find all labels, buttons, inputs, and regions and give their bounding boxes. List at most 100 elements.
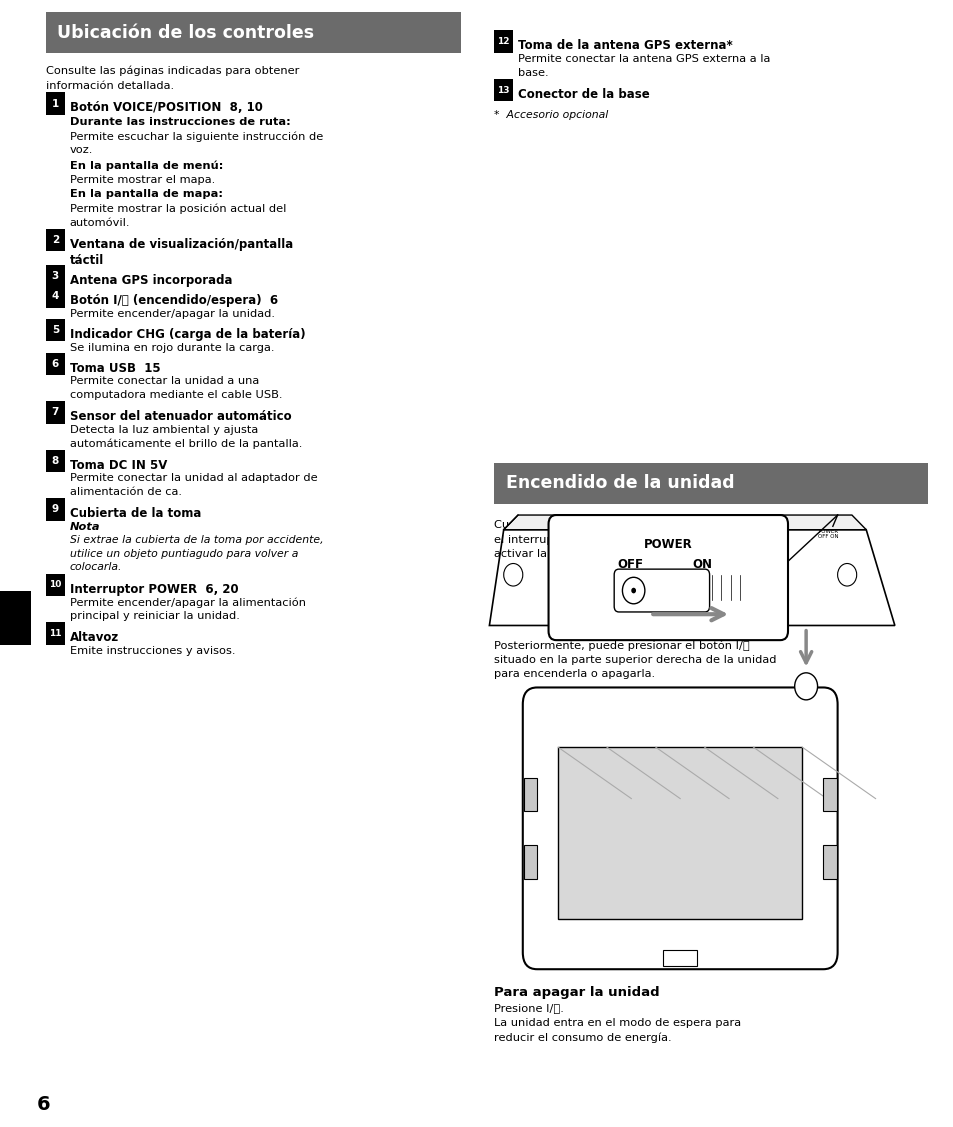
Text: Presione I/⏻.: Presione I/⏻. (494, 1003, 563, 1013)
Text: 13: 13 (497, 86, 510, 95)
Text: Sensor del atenuador automático: Sensor del atenuador automático (70, 410, 291, 424)
Text: principal y reiniciar la unidad.: principal y reiniciar la unidad. (70, 611, 239, 621)
Text: 11: 11 (49, 629, 62, 638)
Text: Si extrae la cubierta de la toma por accidente,: Si extrae la cubierta de la toma por acc… (70, 535, 323, 545)
FancyBboxPatch shape (641, 574, 681, 592)
Text: Conector de la base: Conector de la base (517, 88, 649, 101)
Text: Se ilumina en rojo durante la carga.: Se ilumina en rojo durante la carga. (70, 343, 274, 353)
Text: Interruptor POWER  6, 20: Interruptor POWER 6, 20 (70, 583, 238, 596)
FancyBboxPatch shape (822, 778, 836, 811)
Text: Permite encender/apagar la alimentación: Permite encender/apagar la alimentación (70, 597, 305, 607)
Text: 9: 9 (51, 505, 59, 514)
Text: Emite instrucciones y avisos.: Emite instrucciones y avisos. (70, 646, 234, 656)
FancyBboxPatch shape (0, 591, 30, 645)
Text: Altavoz: Altavoz (70, 631, 119, 645)
Text: Encendido de la unidad: Encendido de la unidad (505, 474, 734, 492)
Text: POWER
OFF ON: POWER OFF ON (817, 529, 838, 540)
FancyBboxPatch shape (46, 229, 65, 251)
FancyBboxPatch shape (558, 747, 801, 919)
Circle shape (794, 673, 817, 700)
FancyBboxPatch shape (46, 450, 65, 472)
Text: La unidad entra en el modo de espera para: La unidad entra en el modo de espera par… (494, 1018, 740, 1028)
Text: Botón VOICE/POSITION  8, 10: Botón VOICE/POSITION 8, 10 (70, 101, 262, 115)
Circle shape (631, 588, 636, 593)
Text: Ubicación de los controles: Ubicación de los controles (57, 24, 314, 42)
Text: información detallada.: información detallada. (46, 81, 173, 91)
Text: 2: 2 (51, 236, 59, 245)
Text: En la pantalla de menú:: En la pantalla de menú: (70, 160, 223, 170)
FancyBboxPatch shape (662, 950, 697, 966)
Text: 10: 10 (50, 580, 61, 589)
Text: Para apagar la unidad: Para apagar la unidad (494, 986, 659, 1000)
FancyBboxPatch shape (822, 845, 836, 879)
Polygon shape (489, 530, 894, 625)
FancyBboxPatch shape (46, 401, 65, 424)
Circle shape (837, 564, 856, 586)
Text: POWER: POWER (643, 538, 692, 551)
Text: reducir el consumo de energía.: reducir el consumo de energía. (494, 1032, 671, 1042)
Text: Permite conectar la unidad a una: Permite conectar la unidad a una (70, 376, 258, 387)
Text: 7: 7 (51, 408, 59, 417)
FancyBboxPatch shape (523, 845, 537, 879)
FancyBboxPatch shape (46, 574, 65, 596)
FancyBboxPatch shape (46, 319, 65, 341)
Text: para encenderla o apagarla.: para encenderla o apagarla. (494, 669, 655, 680)
Text: Permite escuchar la siguiente instrucción de: Permite escuchar la siguiente instrucció… (70, 132, 322, 142)
Text: Nota: Nota (70, 522, 100, 532)
FancyBboxPatch shape (548, 515, 787, 640)
FancyBboxPatch shape (494, 79, 513, 101)
Text: *  Accesorio opcional: * Accesorio opcional (494, 110, 608, 121)
Circle shape (621, 577, 644, 604)
FancyBboxPatch shape (46, 285, 65, 308)
Text: Indicador CHG (carga de la batería): Indicador CHG (carga de la batería) (70, 328, 305, 341)
Text: Posteriormente, puede presionar el botón I/⏻: Posteriormente, puede presionar el botón… (494, 640, 749, 650)
Text: Permite mostrar la posición actual del: Permite mostrar la posición actual del (70, 204, 286, 214)
FancyBboxPatch shape (46, 12, 460, 53)
Text: Consulte las páginas indicadas para obtener: Consulte las páginas indicadas para obte… (46, 65, 299, 76)
Text: 4: 4 (51, 292, 59, 301)
FancyBboxPatch shape (46, 265, 65, 287)
Text: alimentación de ca.: alimentación de ca. (70, 487, 181, 497)
Text: automáticamente el brillo de la pantalla.: automáticamente el brillo de la pantalla… (70, 438, 302, 449)
Text: Durante las instrucciones de ruta:: Durante las instrucciones de ruta: (70, 117, 290, 127)
Text: 8: 8 (51, 456, 59, 465)
Text: Detecta la luz ambiental y ajusta: Detecta la luz ambiental y ajusta (70, 425, 257, 435)
FancyBboxPatch shape (46, 92, 65, 115)
Text: situado en la parte superior derecha de la unidad: situado en la parte superior derecha de … (494, 655, 776, 665)
Text: 6: 6 (51, 360, 59, 369)
Text: computadora mediante el cable USB.: computadora mediante el cable USB. (70, 390, 282, 400)
Text: 3: 3 (51, 272, 59, 281)
FancyBboxPatch shape (494, 463, 927, 504)
Text: Ventana de visualización/pantalla: Ventana de visualización/pantalla (70, 238, 293, 251)
Text: Permite conectar la unidad al adaptador de: Permite conectar la unidad al adaptador … (70, 473, 317, 483)
FancyBboxPatch shape (614, 569, 709, 612)
Text: Permite encender/apagar la unidad.: Permite encender/apagar la unidad. (70, 309, 274, 319)
Text: colocarla.: colocarla. (70, 562, 122, 573)
Text: Permite conectar la antena GPS externa a la: Permite conectar la antena GPS externa a… (517, 54, 770, 64)
Text: 1: 1 (51, 99, 59, 108)
Text: 6: 6 (36, 1095, 50, 1115)
FancyBboxPatch shape (46, 353, 65, 375)
Text: En la pantalla de mapa:: En la pantalla de mapa: (70, 189, 222, 199)
Text: Botón I/⏻ (encendido/espera)  6: Botón I/⏻ (encendido/espera) 6 (70, 294, 277, 308)
Text: Cubierta de la toma: Cubierta de la toma (70, 507, 201, 521)
FancyBboxPatch shape (570, 574, 610, 592)
Text: Toma de la antena GPS externa*: Toma de la antena GPS externa* (517, 39, 732, 53)
Text: 5: 5 (51, 326, 59, 335)
Text: base.: base. (517, 68, 548, 78)
Text: táctil: táctil (70, 254, 104, 267)
Text: Permite mostrar el mapa.: Permite mostrar el mapa. (70, 175, 214, 185)
Text: voz.: voz. (70, 145, 93, 156)
Text: utilice un objeto puntiagudo para volver a: utilice un objeto puntiagudo para volver… (70, 549, 297, 559)
Polygon shape (503, 515, 865, 530)
FancyBboxPatch shape (494, 30, 513, 53)
Text: Cuando utilice la unidad por primera vez, deslice: Cuando utilice la unidad por primera vez… (494, 520, 774, 530)
Text: automóvil.: automóvil. (70, 218, 130, 228)
Text: ON: ON (691, 558, 711, 571)
Text: Antena GPS incorporada: Antena GPS incorporada (70, 274, 232, 287)
Text: OFF: OFF (617, 558, 642, 571)
Text: Toma DC IN 5V: Toma DC IN 5V (70, 459, 167, 472)
FancyBboxPatch shape (699, 575, 751, 600)
Text: el interruptor POWER hasta la posición ON para: el interruptor POWER hasta la posición O… (494, 534, 764, 544)
FancyBboxPatch shape (522, 687, 837, 969)
